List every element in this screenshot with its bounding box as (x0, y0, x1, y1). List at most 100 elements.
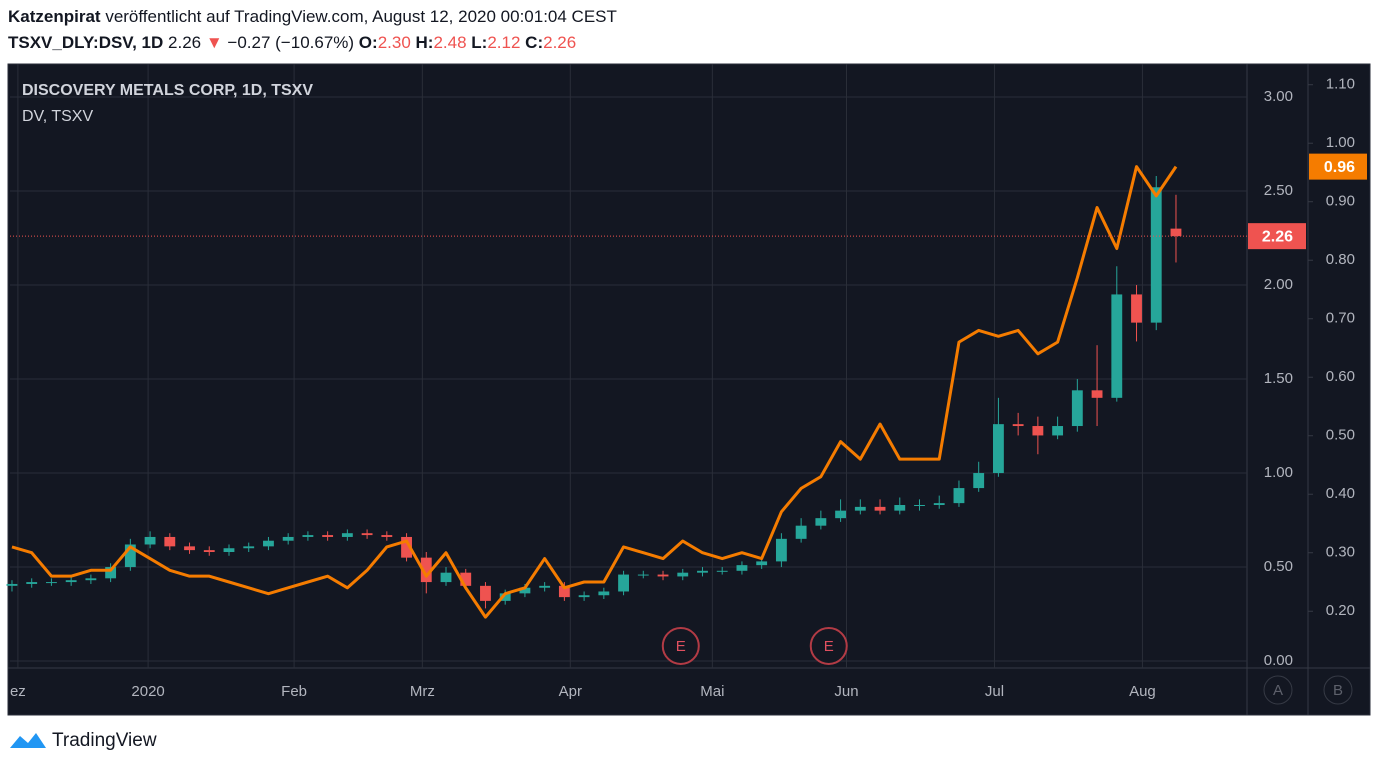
axis-button[interactable] (1323, 675, 1353, 705)
candle-body (933, 503, 945, 505)
price-label-box (1248, 223, 1306, 250)
grid (10, 64, 1247, 668)
candle-body (1170, 228, 1182, 237)
event-label: E (676, 638, 686, 655)
candle-body (657, 574, 669, 577)
candle-body (854, 506, 866, 511)
candle-body (420, 557, 432, 583)
event-marker (809, 627, 848, 665)
y-tick-label: 1.00 (1264, 464, 1293, 481)
candle-body (1091, 390, 1103, 398)
x-tick-label: Jun (834, 683, 858, 700)
l-value: 2.12 (487, 33, 520, 52)
candle-body (401, 536, 412, 558)
y2-tick-label: 0.30 (1326, 544, 1355, 561)
marks (6, 165, 1247, 619)
c-value: 2.26 (543, 33, 576, 52)
candle-body (894, 504, 906, 511)
candle-body (105, 567, 117, 579)
candle-body (85, 578, 97, 581)
y2-tick-label: 1.00 (1326, 134, 1355, 151)
candle-body (361, 533, 373, 536)
published: veröffentlicht auf TradingView.com, Augu… (105, 7, 617, 26)
candle-body (677, 572, 689, 577)
x-tick-label: Mrz (410, 683, 435, 700)
event-label: E (824, 638, 834, 655)
price-label: 2.26 (1262, 228, 1293, 245)
y2-tick-label: 0.80 (1326, 251, 1355, 268)
candle-body (144, 536, 156, 545)
brand: TradingView (52, 730, 157, 751)
candle-body (1071, 390, 1083, 427)
candle-body (519, 587, 531, 594)
candle-body (26, 582, 38, 584)
candle-body (558, 585, 570, 598)
y2-tick-label: 0.70 (1326, 310, 1355, 327)
logo (10, 733, 46, 748)
candle-body (480, 585, 491, 601)
candle-body (381, 535, 393, 537)
axis-button-label[interactable]: B (1333, 682, 1343, 699)
candle-body (164, 536, 176, 547)
candle-body (953, 488, 965, 504)
candle-body (1012, 424, 1024, 427)
candle-body (973, 473, 985, 489)
candle-body (815, 518, 827, 526)
header-line: Katzenpirat veröffentlicht auf TradingVi… (8, 7, 617, 26)
symbol: TSXV_DLY:DSV, 1D (8, 33, 163, 52)
candle-body (460, 572, 472, 586)
event-marker (661, 627, 700, 665)
candle-body (322, 535, 334, 537)
candle-body (1052, 426, 1064, 436)
x-tick-label: Aug (1129, 683, 1156, 700)
y-tick-label: 2.00 (1264, 276, 1293, 293)
axis-button-label[interactable]: A (1273, 682, 1283, 699)
last: 2.26 (168, 33, 201, 52)
candle-body (1032, 426, 1044, 436)
candle-body (65, 580, 77, 583)
candle-body (223, 548, 235, 552)
candle-body (1150, 187, 1162, 323)
user: Katzenpirat (8, 7, 101, 26)
candle-body (263, 540, 274, 547)
chart-title: DISCOVERY METALS CORP, 1D, TSXV (22, 82, 313, 99)
candle-body (992, 424, 1004, 474)
line-label-box (1309, 153, 1367, 180)
x-tick-label: ez (10, 683, 26, 700)
y2-tick-label: 0.60 (1326, 368, 1355, 385)
y-tick-label: 0.50 (1264, 558, 1293, 575)
candle-body (440, 572, 452, 583)
candle-body (914, 504, 925, 506)
h-value: 2.48 (433, 33, 466, 52)
candle-body (302, 535, 314, 537)
y2-tick-label: 0.40 (1326, 485, 1355, 502)
arrow: ▼ (206, 33, 223, 52)
o-value: 2.30 (378, 33, 411, 52)
candle-body (637, 574, 649, 576)
candle-body (282, 536, 294, 541)
candle-body (1131, 294, 1142, 323)
o-label: O: (359, 33, 378, 52)
axis-button[interactable] (1263, 675, 1293, 705)
candle-body (46, 582, 57, 584)
line-series (11, 165, 1178, 619)
candle-body (1111, 294, 1123, 398)
x-tick-label: Feb (281, 683, 307, 700)
c-label: C: (525, 33, 543, 52)
y-tick-label: 2.50 (1264, 182, 1293, 199)
candle-body (716, 570, 728, 572)
symbol-line: TSXV_DLY:DSV, 1D 2.26 ▼ −0.27 (−10.67%) … (8, 33, 576, 52)
candle-body (598, 591, 610, 596)
candle-body (124, 544, 136, 568)
candle-body (775, 538, 787, 562)
candle-body (539, 585, 551, 588)
x-tick-label: Apr (559, 683, 582, 700)
candle-body (341, 533, 353, 537)
candle-body (736, 565, 748, 571)
candle-body (835, 510, 847, 519)
y2-tick-label: 0.90 (1326, 193, 1355, 210)
x-tick-label: 2020 (131, 683, 164, 700)
chart-panel (7, 63, 1371, 716)
candle-body (243, 546, 255, 549)
